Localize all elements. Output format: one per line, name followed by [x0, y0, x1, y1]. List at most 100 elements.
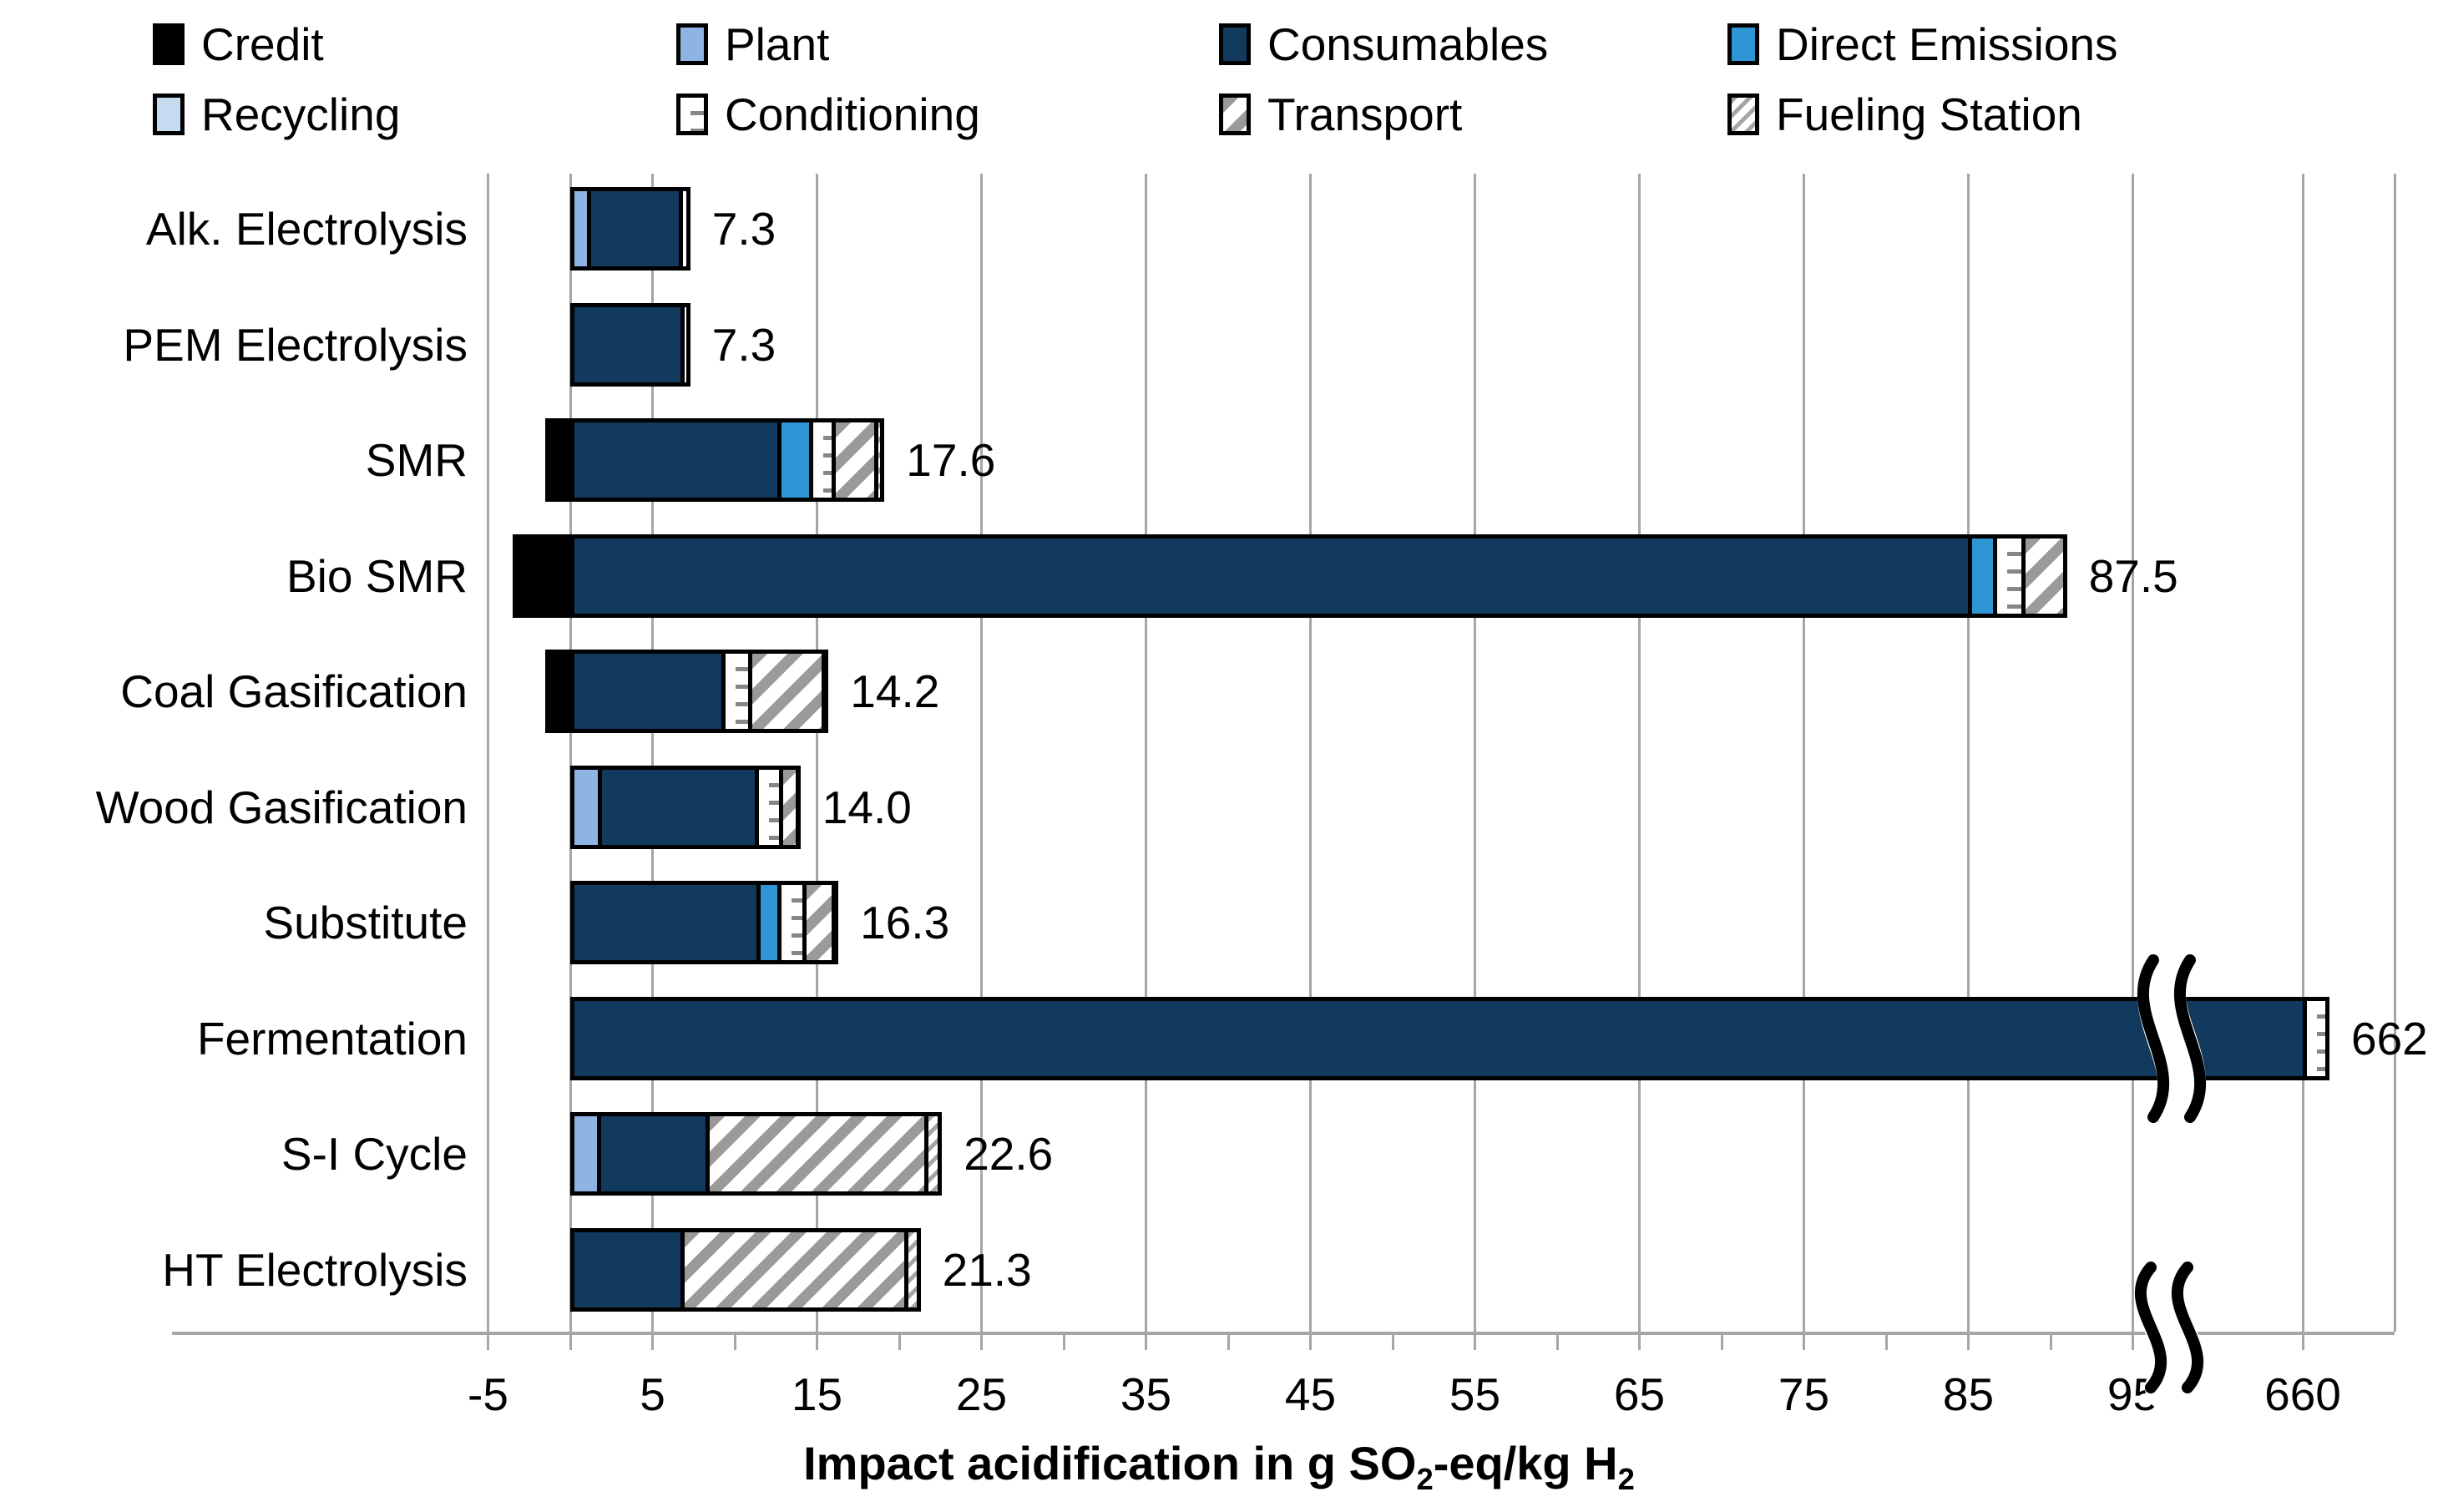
- legend-label: Plant: [725, 18, 830, 70]
- axis-break-icon: [2134, 1243, 2204, 1412]
- total-label-s-i-cycle: 22.6: [964, 1128, 1054, 1180]
- x-tick-5: [651, 1332, 654, 1350]
- legend-item-direct-emissions: Direct Emissions: [1727, 18, 2118, 70]
- x-tick-label-75: 75: [1778, 1368, 1830, 1420]
- segment-smr-conditioning: [812, 422, 837, 498]
- x-tick-55: [1474, 1332, 1476, 1350]
- gridline-95: [2132, 174, 2134, 1332]
- plot-right-border: [2393, 174, 2396, 1332]
- legend-label: Fueling Station: [1776, 88, 2082, 140]
- segment-coal-gasification-fueling-station: [826, 654, 828, 729]
- legend-item-fueling-station: Fueling Station: [1727, 88, 2082, 140]
- x-tick-label-15: 15: [791, 1368, 843, 1420]
- total-label-coal-gasification: 14.2: [850, 665, 940, 717]
- legend-label: Credit: [201, 18, 324, 70]
- x-axis-title-subscript: 2: [1416, 1462, 1434, 1497]
- x-tick-0: [569, 1332, 572, 1350]
- total-label-pem-electrolysis: 7.3: [711, 318, 776, 371]
- x-tick-40: [1227, 1332, 1230, 1350]
- credit-swatch-icon: [153, 23, 185, 65]
- segment-substitute-conditioning: [781, 885, 807, 960]
- segment-coal-gasification-credit: [549, 654, 574, 729]
- bar-substitute: [570, 881, 839, 964]
- bar-wood-gasification: [570, 765, 801, 849]
- segment-alk.-electrolysis-consumables: [590, 191, 683, 266]
- segment-alk.-electrolysis-plant: [574, 191, 591, 266]
- gridline-55: [1474, 174, 1476, 1332]
- segment-s-i-cycle-plant: [574, 1116, 601, 1191]
- legend-item-plant: Plant: [676, 18, 829, 70]
- x-tick-label-25: 25: [955, 1368, 1008, 1420]
- bar-fermentation: [570, 996, 2329, 1080]
- gridline-15: [816, 174, 818, 1332]
- segment-pem-electrolysis-conditioning: [684, 306, 686, 382]
- segment-bio-smr-conditioning: [1997, 538, 2026, 614]
- x-axis-title-text: Impact acidification in g SO: [803, 1437, 1417, 1489]
- category-label-coal-gasification: Coal Gasification: [120, 665, 468, 717]
- transport-swatch-icon: [1219, 94, 1251, 135]
- segment-coal-gasification-conditioning: [726, 654, 752, 729]
- fueling-station-swatch-icon: [1727, 94, 1759, 135]
- segment-smr-credit: [549, 422, 574, 498]
- x-tick-45: [1309, 1332, 1312, 1350]
- x-tick-10: [733, 1332, 736, 1350]
- segment-bio-smr-transport: [2025, 538, 2063, 614]
- bar-s-i-cycle: [570, 1112, 943, 1196]
- segment-s-i-cycle-transport: [709, 1116, 928, 1191]
- gridline-5: [651, 174, 654, 1332]
- x-tick-80: [1884, 1332, 1888, 1350]
- x-tick--5: [487, 1332, 489, 1350]
- segment-pem-electrolysis-consumables: [574, 306, 685, 382]
- gridline-25: [980, 174, 983, 1332]
- x-tick-label-35: 35: [1120, 1368, 1172, 1420]
- conditioning-swatch-icon: [676, 94, 708, 135]
- segment-substitute-transport: [806, 885, 835, 960]
- bar-coal-gasification: [545, 650, 829, 733]
- legend-item-credit: Credit: [153, 18, 324, 70]
- x-tick-50: [1391, 1332, 1394, 1350]
- x-tick-95: [2132, 1332, 2134, 1350]
- segment-wood-gasification-fueling-station: [800, 770, 801, 845]
- gridline-660: [2301, 174, 2304, 1332]
- consumables-swatch-icon: [1219, 23, 1251, 65]
- legend-item-conditioning: Conditioning: [676, 88, 980, 140]
- total-label-fermentation: 662: [2351, 1012, 2428, 1064]
- segment-alk.-electrolysis-conditioning: [683, 191, 686, 266]
- x-tick-25: [980, 1332, 983, 1350]
- x-tick-label-5: 5: [640, 1368, 665, 1420]
- x-axis-title-text: -eq/kg H: [1433, 1437, 1618, 1489]
- legend-item-transport: Transport: [1219, 88, 1462, 140]
- segment-s-i-cycle-consumables: [600, 1116, 710, 1191]
- segment-ht-electrolysis-transport: [684, 1231, 908, 1307]
- segment-bio-smr-consumables: [574, 538, 1973, 614]
- bar-break-icon: [2137, 935, 2207, 1141]
- x-tick-85: [1967, 1332, 1970, 1350]
- bar-ht-electrolysis: [570, 1227, 921, 1312]
- x-tick-35: [1145, 1332, 1147, 1350]
- segment-substitute-direct-emissions: [760, 885, 782, 960]
- segment-s-i-cycle-fueling-station: [928, 1116, 938, 1191]
- x-tick-65: [1638, 1332, 1641, 1350]
- legend-item-recycling: Recycling: [153, 88, 400, 140]
- x-tick-label-55: 55: [1449, 1368, 1501, 1420]
- category-label-substitute: Substitute: [263, 897, 468, 948]
- segment-smr-fueling-station: [878, 422, 881, 498]
- legend-label: Conditioning: [725, 88, 980, 140]
- legend-label: Transport: [1267, 88, 1463, 140]
- legend-label: Recycling: [201, 88, 401, 140]
- total-label-ht-electrolysis: 21.3: [942, 1243, 1032, 1296]
- gridline-85: [1967, 174, 1970, 1332]
- x-tick-15: [816, 1332, 818, 1350]
- gridline--5: [487, 174, 489, 1332]
- x-tick-30: [1062, 1332, 1065, 1350]
- bar-bio-smr: [513, 533, 2067, 618]
- category-label-fermentation: Fermentation: [196, 1012, 468, 1064]
- segment-ht-electrolysis-consumables: [574, 1231, 685, 1307]
- x-tick-75: [1803, 1332, 1805, 1350]
- total-label-smr: 17.6: [906, 434, 996, 486]
- x-tick-660: [2301, 1332, 2304, 1350]
- segment-bio-smr-direct-emissions: [1972, 538, 1998, 614]
- gridline-45: [1309, 174, 1312, 1332]
- x-tick-label-85: 85: [1942, 1368, 1995, 1420]
- bar-smr: [545, 418, 885, 502]
